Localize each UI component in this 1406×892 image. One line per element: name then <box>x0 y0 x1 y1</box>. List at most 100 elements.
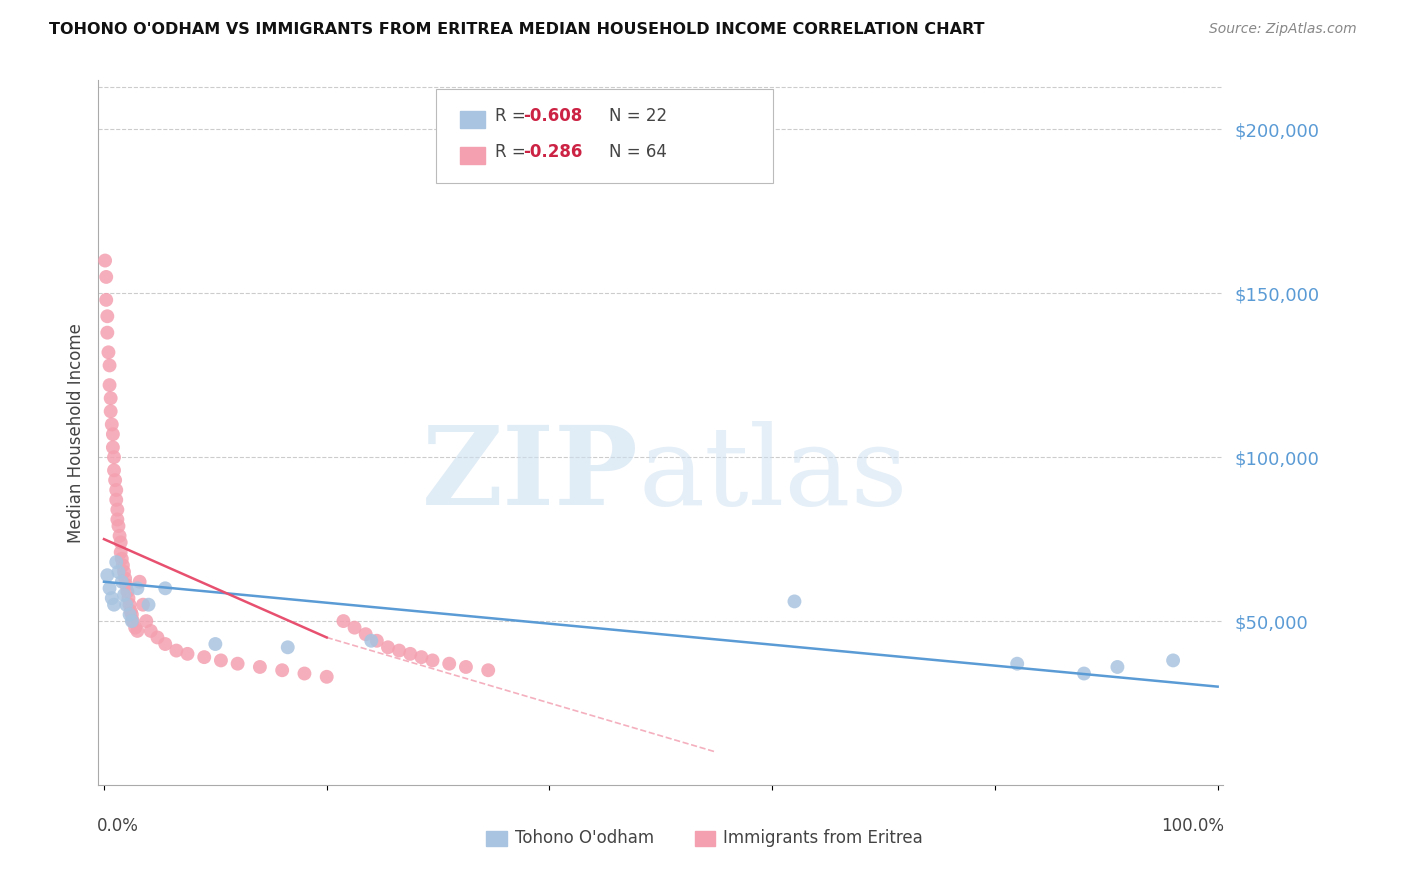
Bar <box>486 830 506 847</box>
Point <box>120 604 142 618</box>
Point <box>103 450 125 465</box>
Point <box>783 594 806 608</box>
Point <box>121 614 143 628</box>
Text: ZIP: ZIP <box>422 421 638 528</box>
Point <box>110 545 132 559</box>
Text: Tohono O'odham: Tohono O'odham <box>515 829 654 847</box>
Point <box>114 572 136 586</box>
Point <box>226 657 249 671</box>
Point <box>439 657 461 671</box>
Point <box>1161 653 1184 667</box>
Text: N = 22: N = 22 <box>609 107 666 125</box>
Point <box>1005 657 1028 671</box>
Point <box>100 404 122 418</box>
Point <box>111 551 134 566</box>
Point <box>117 591 139 606</box>
Point <box>124 621 146 635</box>
Point <box>96 568 118 582</box>
Point <box>98 378 121 392</box>
Text: TOHONO O'ODHAM VS IMMIGRANTS FROM ERITREA MEDIAN HOUSEHOLD INCOME CORRELATION CH: TOHONO O'ODHAM VS IMMIGRANTS FROM ERITRE… <box>49 22 984 37</box>
Point <box>105 492 128 507</box>
Text: atlas: atlas <box>638 421 908 528</box>
Point <box>477 663 499 677</box>
Point <box>139 624 162 638</box>
Point <box>294 666 316 681</box>
Point <box>366 633 388 648</box>
Text: N = 64: N = 64 <box>609 143 666 161</box>
Point <box>101 427 124 442</box>
Point <box>115 598 138 612</box>
Point <box>94 253 117 268</box>
Point <box>204 637 226 651</box>
Point <box>132 598 155 612</box>
Point <box>101 417 124 432</box>
Point <box>117 584 139 599</box>
Point <box>332 614 354 628</box>
Point <box>165 643 187 657</box>
Point <box>138 598 160 612</box>
Text: 100.0%: 100.0% <box>1161 817 1225 835</box>
Point <box>115 578 138 592</box>
Text: R =: R = <box>495 107 531 125</box>
Point <box>249 660 271 674</box>
Point <box>101 591 124 606</box>
Y-axis label: Median Household Income: Median Household Income <box>66 323 84 542</box>
Point <box>96 269 118 284</box>
Point <box>104 473 127 487</box>
Point <box>122 614 145 628</box>
Point <box>110 535 132 549</box>
Point <box>107 519 129 533</box>
Text: R =: R = <box>495 143 531 161</box>
Point <box>277 640 299 655</box>
Point <box>118 598 141 612</box>
Text: Immigrants from Eritrea: Immigrants from Eritrea <box>723 829 922 847</box>
Point <box>98 359 121 373</box>
Point <box>377 640 399 655</box>
Point <box>127 582 149 596</box>
Text: Source: ZipAtlas.com: Source: ZipAtlas.com <box>1209 22 1357 37</box>
Point <box>112 565 135 579</box>
Point <box>112 588 135 602</box>
Point <box>454 660 477 674</box>
Text: 0.0%: 0.0% <box>97 817 139 835</box>
Point <box>107 565 129 579</box>
Point <box>100 391 122 405</box>
Point <box>155 637 177 651</box>
Point <box>96 326 118 340</box>
Point <box>101 441 124 455</box>
Point <box>135 614 157 628</box>
Point <box>105 483 128 497</box>
Point <box>128 574 150 589</box>
Bar <box>695 830 714 847</box>
Text: -0.608: -0.608 <box>523 107 582 125</box>
Point <box>343 621 366 635</box>
Point <box>399 647 422 661</box>
Point <box>103 598 125 612</box>
Point <box>1107 660 1129 674</box>
Point <box>360 633 382 648</box>
Point <box>98 582 121 596</box>
Point <box>193 650 215 665</box>
Point <box>146 631 169 645</box>
Point <box>96 310 118 324</box>
Point <box>422 653 444 667</box>
Point <box>103 463 125 477</box>
Point <box>155 582 177 596</box>
Point <box>388 643 411 657</box>
Point <box>127 624 149 638</box>
Point <box>111 558 134 573</box>
Point <box>411 650 433 665</box>
Point <box>1073 666 1095 681</box>
Point <box>354 627 377 641</box>
Text: -0.286: -0.286 <box>523 143 582 161</box>
Point <box>111 574 134 589</box>
Point <box>105 512 128 526</box>
Point <box>97 345 120 359</box>
Point <box>315 670 337 684</box>
Point <box>108 529 131 543</box>
Point <box>176 647 198 661</box>
Point <box>121 607 143 622</box>
Point <box>271 663 294 677</box>
Point <box>209 653 232 667</box>
Point <box>105 502 128 516</box>
